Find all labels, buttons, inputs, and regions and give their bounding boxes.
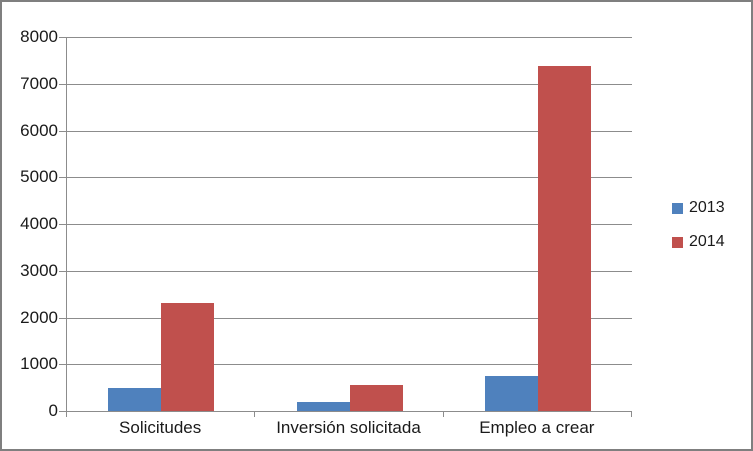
y-axis-label: 4000 bbox=[20, 214, 58, 233]
bar-2014-inversión-solicitada bbox=[349, 384, 403, 411]
plot-area bbox=[66, 37, 632, 412]
gridline bbox=[67, 224, 632, 225]
bar-2014-empleo-a-crear bbox=[537, 65, 591, 411]
y-axis-label: 1000 bbox=[20, 354, 58, 374]
y-axis-tick bbox=[59, 411, 66, 412]
legend-swatch-2013 bbox=[672, 202, 683, 214]
legend-label-2014: 2014 bbox=[689, 233, 725, 250]
y-axis-tick bbox=[59, 270, 66, 272]
gridline bbox=[67, 364, 632, 366]
legend-entry-2013: 2013 bbox=[672, 199, 725, 217]
y-axis-tick bbox=[59, 177, 66, 179]
bar-2013-inversión-solicitada bbox=[296, 402, 350, 411]
gridline bbox=[67, 177, 632, 179]
y-axis-label: 2000 bbox=[20, 307, 58, 327]
x-axis-tick bbox=[254, 411, 256, 417]
y-axis-label: 6000 bbox=[20, 120, 58, 140]
gridline bbox=[67, 270, 632, 272]
legend-label-2013: 2013 bbox=[689, 199, 725, 216]
bar-2013-empleo-a-crear bbox=[484, 375, 538, 411]
gridline bbox=[67, 130, 632, 132]
bar-2014-solicitudes bbox=[161, 302, 215, 411]
x-axis-tick bbox=[442, 411, 444, 417]
y-axis-tick bbox=[59, 224, 66, 225]
x-axis-label: Solicitudes bbox=[119, 418, 202, 437]
y-axis-tick bbox=[59, 37, 66, 38]
legend: 2013 2014 bbox=[672, 199, 725, 251]
x-axis-label: Empleo a crear bbox=[479, 418, 595, 437]
gridline bbox=[67, 83, 632, 85]
y-axis-tick bbox=[59, 130, 66, 132]
y-axis-label: 8000 bbox=[20, 27, 58, 46]
legend-entry-2014: 2014 bbox=[672, 233, 725, 251]
y-axis-tick bbox=[59, 317, 66, 319]
x-axis-tick bbox=[66, 411, 67, 417]
legend-swatch-2014 bbox=[672, 236, 683, 248]
gridline bbox=[67, 317, 632, 319]
y-axis-label: 5000 bbox=[20, 167, 58, 187]
x-axis-label: Inversión solicitada bbox=[276, 418, 421, 437]
y-axis-label: 7000 bbox=[20, 73, 58, 93]
y-axis-label: 3000 bbox=[20, 260, 58, 280]
y-axis-label: 0 bbox=[48, 401, 58, 420]
bar-2013-solicitudes bbox=[108, 387, 162, 411]
y-axis-tick bbox=[59, 364, 66, 366]
gridline bbox=[67, 37, 632, 38]
x-axis-tick bbox=[631, 411, 632, 417]
y-axis-tick bbox=[59, 83, 66, 85]
